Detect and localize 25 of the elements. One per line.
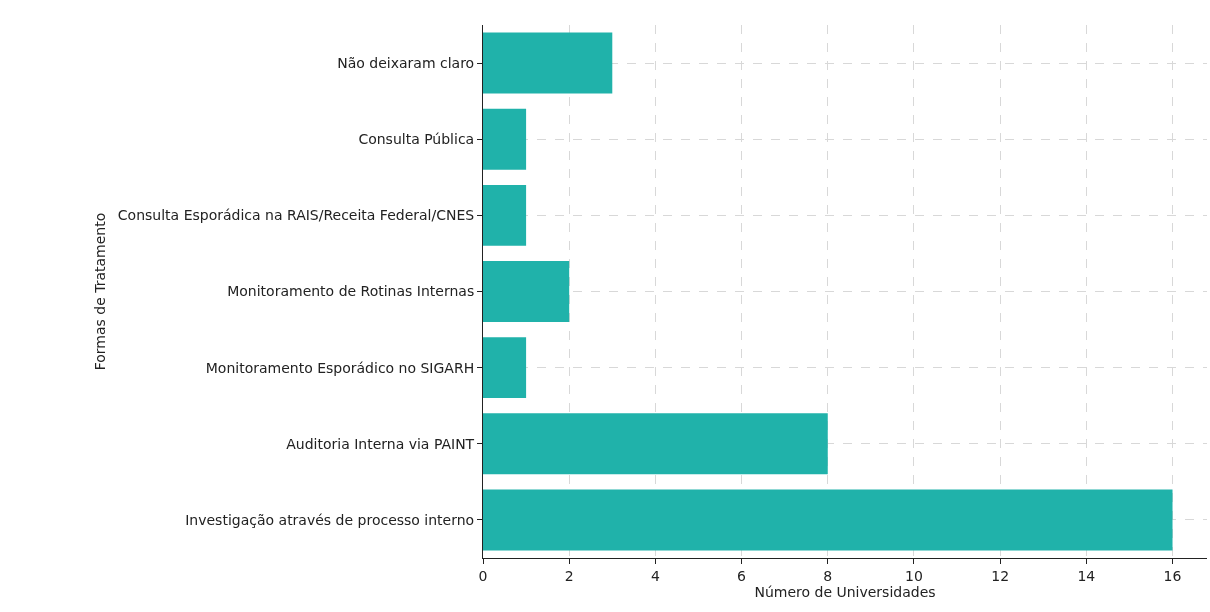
x-tick-label: 0: [478, 567, 488, 584]
y-tick-label: Consulta Pública: [358, 131, 475, 148]
x-tick-label: 16: [1163, 567, 1182, 584]
x-tick-label: 2: [564, 567, 574, 584]
bar: [483, 184, 527, 246]
x-tick-label: 6: [737, 567, 747, 584]
bar: [483, 108, 527, 170]
x-tick-label: 12: [991, 567, 1010, 584]
x-tick-label: 8: [823, 567, 833, 584]
x-tick-label: 4: [650, 567, 660, 584]
bar: [483, 489, 1173, 551]
bar: [483, 261, 570, 322]
y-axis-title: Formas de Tratamento: [92, 212, 109, 371]
bar: [483, 413, 828, 475]
y-tick-label: Consulta Esporádica na RAIS/Receita Federal/CNES: [117, 207, 475, 224]
y-tick-label: Monitoramento de Rotinas Internas: [227, 283, 475, 300]
bar: [483, 337, 527, 399]
x-axis-title: Número de Universidades: [754, 583, 936, 600]
bar: [483, 32, 613, 94]
y-tick-label: Auditoria Interna via PAINT: [286, 435, 475, 452]
y-tick-label: Monitoramento Esporádico no SIGARH: [205, 359, 475, 376]
x-tick-label: 10: [905, 567, 923, 584]
y-tick-label: Não deixaram claro: [337, 54, 475, 71]
x-tick-label: 14: [1077, 567, 1096, 584]
y-tick-label: Investigação através de processo interno: [185, 511, 475, 528]
